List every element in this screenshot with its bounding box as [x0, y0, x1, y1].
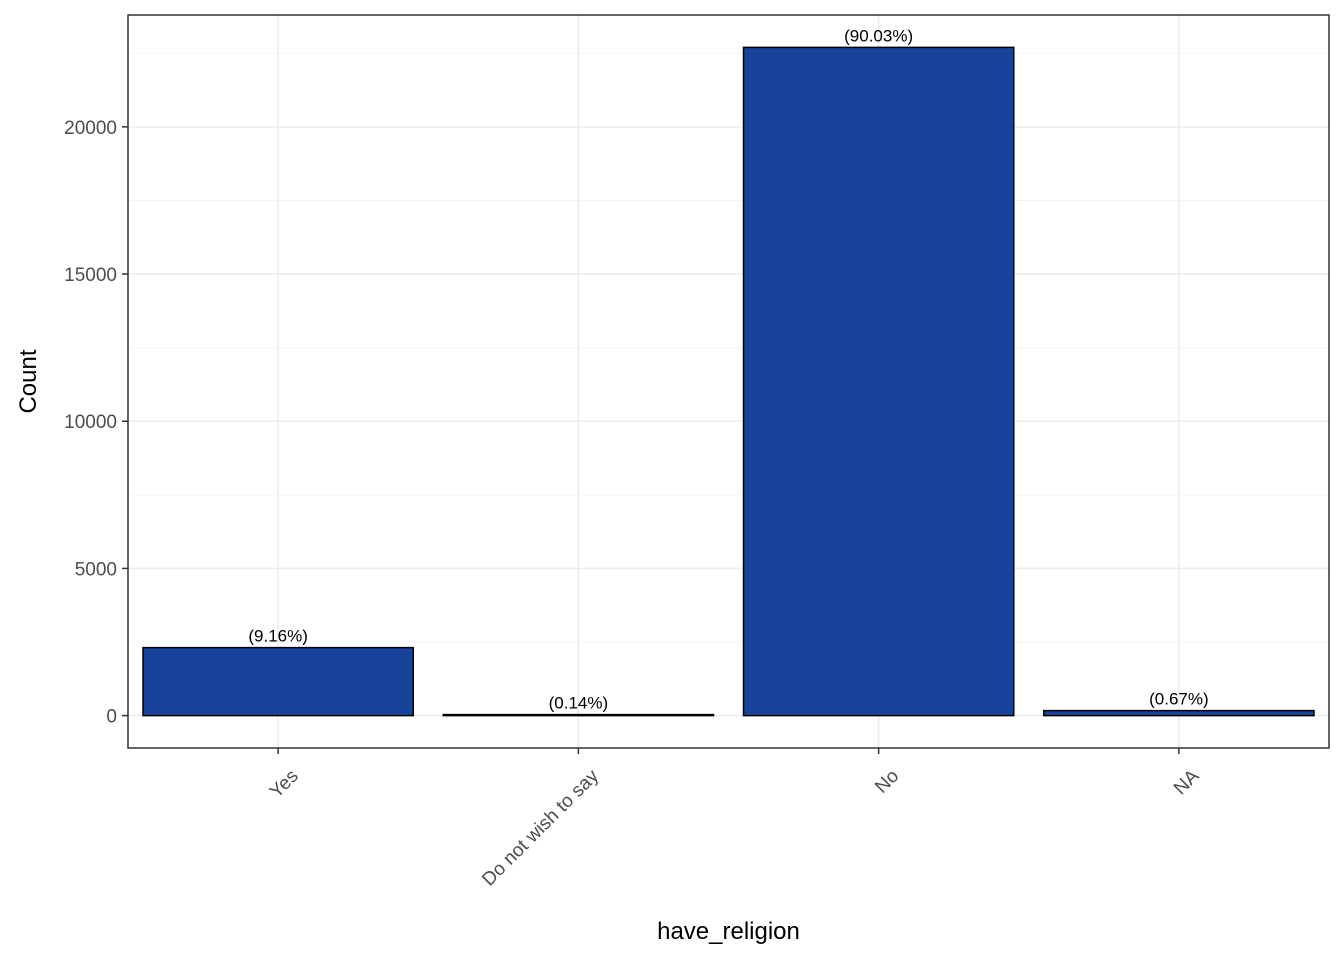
bars	[142, 46, 1315, 717]
data-label: (9.16%)	[248, 627, 308, 646]
bar-no	[742, 46, 1015, 717]
x-tick-label: Yes	[266, 766, 303, 803]
x-axis-title: have_religion	[657, 918, 800, 945]
y-tick-label: 15000	[64, 265, 117, 286]
data-label: (90.03%)	[844, 26, 913, 45]
y-tick-label: 5000	[75, 559, 117, 580]
bar-yes	[142, 646, 414, 717]
bar-do-not-wish-to-say	[442, 713, 715, 717]
y-axis-title: Count	[15, 349, 42, 413]
x-tick-label: No	[871, 766, 903, 798]
panel-border	[127, 14, 1330, 749]
y-tick-label: 10000	[64, 412, 117, 433]
axes: 0 5000 10000 15000 20000 Yes Do not wish to sa…	[64, 118, 1204, 890]
data-label: (0.14%)	[549, 694, 609, 713]
y-tick-label: 20000	[64, 118, 117, 139]
x-tick-label: Do not wish to say	[478, 765, 603, 890]
bar-na	[1043, 709, 1315, 717]
data-labels: (9.16%) (0.14%) (90.03%) (0.67%)	[248, 26, 1208, 712]
x-tick-label: NA	[1170, 766, 1204, 800]
data-label: (0.67%)	[1149, 690, 1209, 709]
grid-lines	[128, 15, 1329, 748]
y-tick-label: 0	[106, 707, 117, 728]
